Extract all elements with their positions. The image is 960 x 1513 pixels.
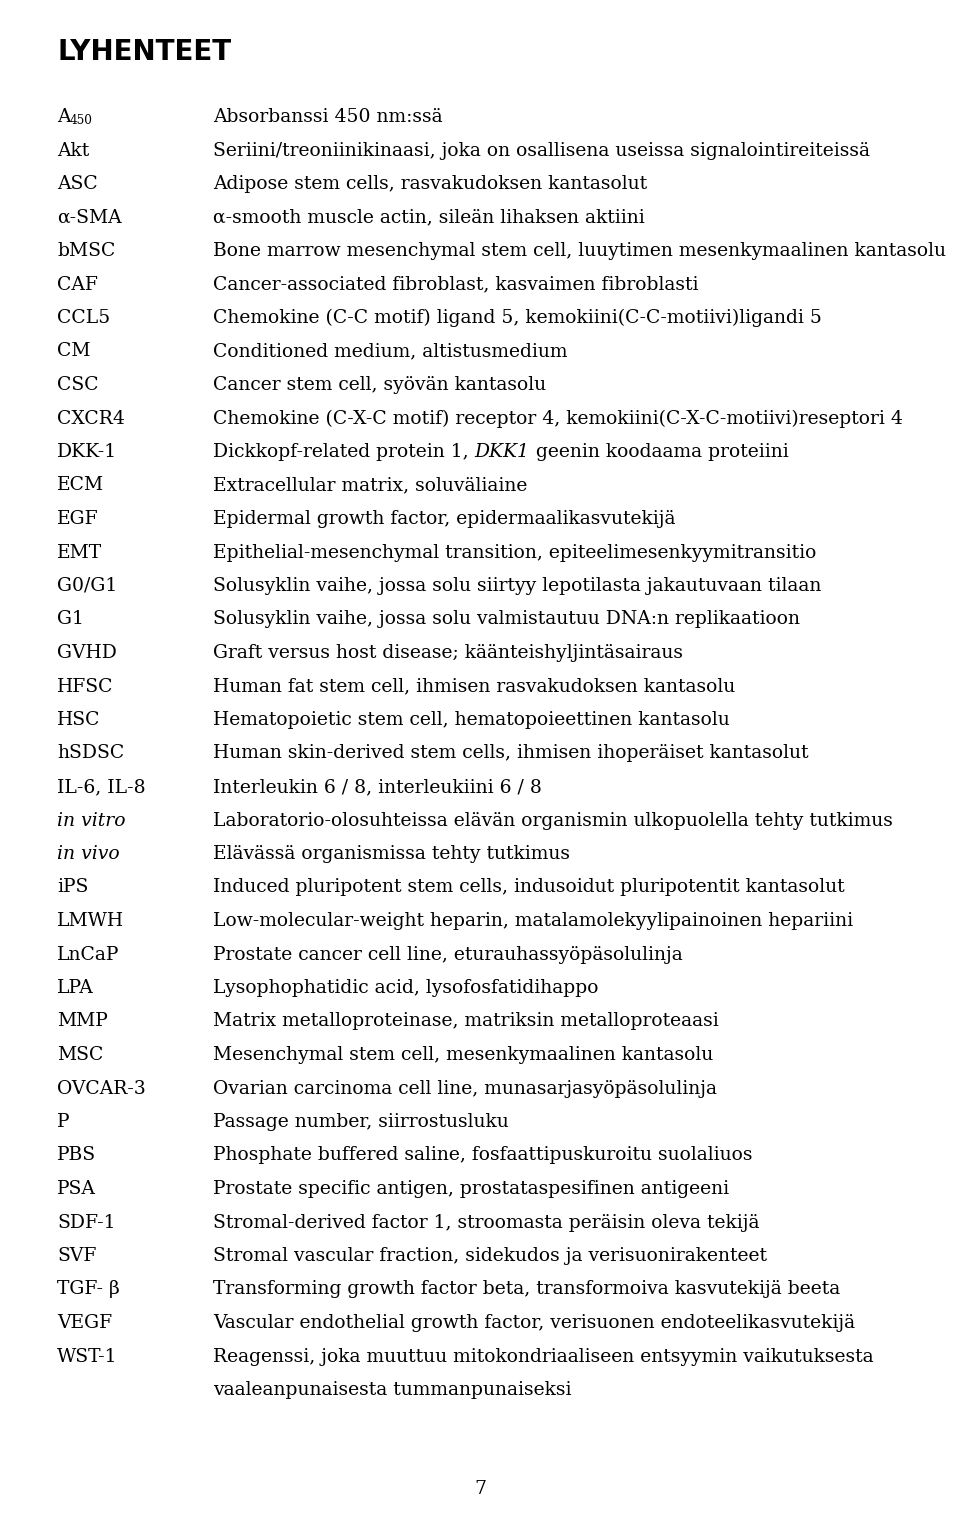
Text: ECM: ECM bbox=[57, 477, 104, 495]
Text: MSC: MSC bbox=[57, 1045, 104, 1064]
Text: PBS: PBS bbox=[57, 1147, 96, 1165]
Text: G1: G1 bbox=[57, 611, 84, 628]
Text: CSC: CSC bbox=[57, 377, 99, 393]
Text: MMP: MMP bbox=[57, 1012, 108, 1030]
Text: Vascular endothelial growth factor, verisuonen endoteelikasvutekijä: Vascular endothelial growth factor, veri… bbox=[213, 1313, 855, 1331]
Text: hSDSC: hSDSC bbox=[57, 744, 124, 763]
Text: PSA: PSA bbox=[57, 1180, 96, 1198]
Text: EGF: EGF bbox=[57, 510, 99, 528]
Text: Graft versus host disease; käänteishyljintäsairaus: Graft versus host disease; käänteishylji… bbox=[213, 645, 683, 663]
Text: SDF-1: SDF-1 bbox=[57, 1213, 115, 1232]
Text: Elävässä organismissa tehty tutkimus: Elävässä organismissa tehty tutkimus bbox=[213, 844, 570, 862]
Text: Phosphate buffered saline, fosfaattipuskuroitu suolaliuos: Phosphate buffered saline, fosfaattipusk… bbox=[213, 1147, 753, 1165]
Text: Prostate specific antigen, prostataspesifinen antigeeni: Prostate specific antigen, prostataspesi… bbox=[213, 1180, 730, 1198]
Text: Conditioned medium, altistusmedium: Conditioned medium, altistusmedium bbox=[213, 342, 567, 360]
Text: VEGF: VEGF bbox=[57, 1313, 112, 1331]
Text: CXCR4: CXCR4 bbox=[57, 410, 125, 428]
Text: CCL5: CCL5 bbox=[57, 309, 110, 327]
Text: EMT: EMT bbox=[57, 543, 102, 561]
Text: Reagenssi, joka muuttuu mitokondriaaliseen entsyymin vaikutuksesta: Reagenssi, joka muuttuu mitokondriaalise… bbox=[213, 1348, 874, 1366]
Text: Passage number, siirrostusluku: Passage number, siirrostusluku bbox=[213, 1114, 509, 1132]
Text: Dickkopf-related protein 1,: Dickkopf-related protein 1, bbox=[213, 443, 474, 461]
Text: Low-molecular-weight heparin, matalamolekyylipainoinen hepariini: Low-molecular-weight heparin, matalamole… bbox=[213, 912, 853, 930]
Text: α-smooth muscle actin, sileän lihaksen aktiini: α-smooth muscle actin, sileän lihaksen a… bbox=[213, 209, 645, 227]
Text: LnCaP: LnCaP bbox=[57, 946, 119, 964]
Text: Hematopoietic stem cell, hematopoieettinen kantasolu: Hematopoietic stem cell, hematopoieettin… bbox=[213, 711, 730, 729]
Text: Stromal vascular fraction, sidekudos ja verisuonirakenteet: Stromal vascular fraction, sidekudos ja … bbox=[213, 1247, 767, 1265]
Text: HFSC: HFSC bbox=[57, 678, 113, 696]
Text: OVCAR-3: OVCAR-3 bbox=[57, 1079, 146, 1097]
Text: LPA: LPA bbox=[57, 979, 94, 997]
Text: Absorbanssi 450 nm:ssä: Absorbanssi 450 nm:ssä bbox=[213, 107, 443, 126]
Text: CAF: CAF bbox=[57, 275, 98, 294]
Text: TGF- β: TGF- β bbox=[57, 1280, 120, 1298]
Text: LYHENTEET: LYHENTEET bbox=[57, 38, 231, 67]
Text: ASC: ASC bbox=[57, 176, 98, 194]
Text: Chemokine (C-C motif) ligand 5, kemokiini(C-C-motiivi)ligandi 5: Chemokine (C-C motif) ligand 5, kemokiin… bbox=[213, 309, 822, 327]
Text: Transforming growth factor beta, transformoiva kasvutekijä beeta: Transforming growth factor beta, transfo… bbox=[213, 1280, 840, 1298]
Text: 450: 450 bbox=[70, 113, 93, 127]
Text: α-SMA: α-SMA bbox=[57, 209, 122, 227]
Text: Bone marrow mesenchymal stem cell, luuytimen mesenkymaalinen kantasolu: Bone marrow mesenchymal stem cell, luuyt… bbox=[213, 242, 946, 260]
Text: SVF: SVF bbox=[57, 1247, 96, 1265]
Text: A: A bbox=[57, 107, 70, 126]
Text: Induced pluripotent stem cells, indusoidut pluripotentit kantasolut: Induced pluripotent stem cells, indusoid… bbox=[213, 879, 845, 897]
Text: Laboratorio-olosuhteissa elävän organismin ulkopuolella tehty tutkimus: Laboratorio-olosuhteissa elävän organism… bbox=[213, 811, 893, 829]
Text: Interleukin 6 / 8, interleukiini 6 / 8: Interleukin 6 / 8, interleukiini 6 / 8 bbox=[213, 778, 541, 796]
Text: WST-1: WST-1 bbox=[57, 1348, 117, 1366]
Text: DKK-1: DKK-1 bbox=[57, 443, 117, 461]
Text: Cancer-associated fibroblast, kasvaimen fibroblasti: Cancer-associated fibroblast, kasvaimen … bbox=[213, 275, 699, 294]
Text: Extracellular matrix, soluväliaine: Extracellular matrix, soluväliaine bbox=[213, 477, 527, 495]
Text: CM: CM bbox=[57, 342, 90, 360]
Text: geenin koodaama proteiini: geenin koodaama proteiini bbox=[530, 443, 788, 461]
Text: Solusyklin vaihe, jossa solu valmistautuu DNA:n replikaatioon: Solusyklin vaihe, jossa solu valmistautu… bbox=[213, 611, 800, 628]
Text: Prostate cancer cell line, eturauhassyöpäsolulinja: Prostate cancer cell line, eturauhassyöp… bbox=[213, 946, 683, 964]
Text: Chemokine (C-X-C motif) receptor 4, kemokiini(C-X-C-motiivi)reseptori 4: Chemokine (C-X-C motif) receptor 4, kemo… bbox=[213, 410, 902, 428]
Text: HSC: HSC bbox=[57, 711, 101, 729]
Text: Lysophophatidic acid, lysofosfatidihappo: Lysophophatidic acid, lysofosfatidihappo bbox=[213, 979, 598, 997]
Text: GVHD: GVHD bbox=[57, 645, 117, 663]
Text: Seriini/treoniinikinaasi, joka on osallisena useissa signalointireiteissä: Seriini/treoniinikinaasi, joka on osalli… bbox=[213, 142, 870, 159]
Text: Ovarian carcinoma cell line, munasarjasyöpäsolulinja: Ovarian carcinoma cell line, munasarjasy… bbox=[213, 1079, 717, 1097]
Text: P: P bbox=[57, 1114, 69, 1132]
Text: iPS: iPS bbox=[57, 879, 88, 897]
Text: Mesenchymal stem cell, mesenkymaalinen kantasolu: Mesenchymal stem cell, mesenkymaalinen k… bbox=[213, 1045, 713, 1064]
Text: Human skin-derived stem cells, ihmisen ihoperäiset kantasolut: Human skin-derived stem cells, ihmisen i… bbox=[213, 744, 808, 763]
Text: in vivo: in vivo bbox=[57, 844, 120, 862]
Text: Epithelial-mesenchymal transition, epiteelimesenkyymitransitio: Epithelial-mesenchymal transition, epite… bbox=[213, 543, 816, 561]
Text: vaaleanpunaisesta tummanpunaiseksi: vaaleanpunaisesta tummanpunaiseksi bbox=[213, 1381, 571, 1400]
Text: in vitro: in vitro bbox=[57, 811, 126, 829]
Text: G0/G1: G0/G1 bbox=[57, 576, 117, 595]
Text: DKK1: DKK1 bbox=[474, 443, 530, 461]
Text: Stromal-derived factor 1, stroomasta peräisin oleva tekijä: Stromal-derived factor 1, stroomasta per… bbox=[213, 1213, 759, 1232]
Text: Human fat stem cell, ihmisen rasvakudoksen kantasolu: Human fat stem cell, ihmisen rasvakudoks… bbox=[213, 678, 735, 696]
Text: bMSC: bMSC bbox=[57, 242, 115, 260]
Text: Cancer stem cell, syövän kantasolu: Cancer stem cell, syövän kantasolu bbox=[213, 377, 546, 393]
Text: Matrix metalloproteinase, matriksin metalloproteaasi: Matrix metalloproteinase, matriksin meta… bbox=[213, 1012, 719, 1030]
Text: LMWH: LMWH bbox=[57, 912, 124, 930]
Text: IL-6, IL-8: IL-6, IL-8 bbox=[57, 778, 146, 796]
Text: Akt: Akt bbox=[57, 142, 89, 159]
Text: Solusyklin vaihe, jossa solu siirtyy lepotilasta jakautuvaan tilaan: Solusyklin vaihe, jossa solu siirtyy lep… bbox=[213, 576, 822, 595]
Text: 7: 7 bbox=[474, 1480, 486, 1498]
Text: Adipose stem cells, rasvakudoksen kantasolut: Adipose stem cells, rasvakudoksen kantas… bbox=[213, 176, 647, 194]
Text: Epidermal growth factor, epidermaalikasvutekijä: Epidermal growth factor, epidermaalikasv… bbox=[213, 510, 676, 528]
